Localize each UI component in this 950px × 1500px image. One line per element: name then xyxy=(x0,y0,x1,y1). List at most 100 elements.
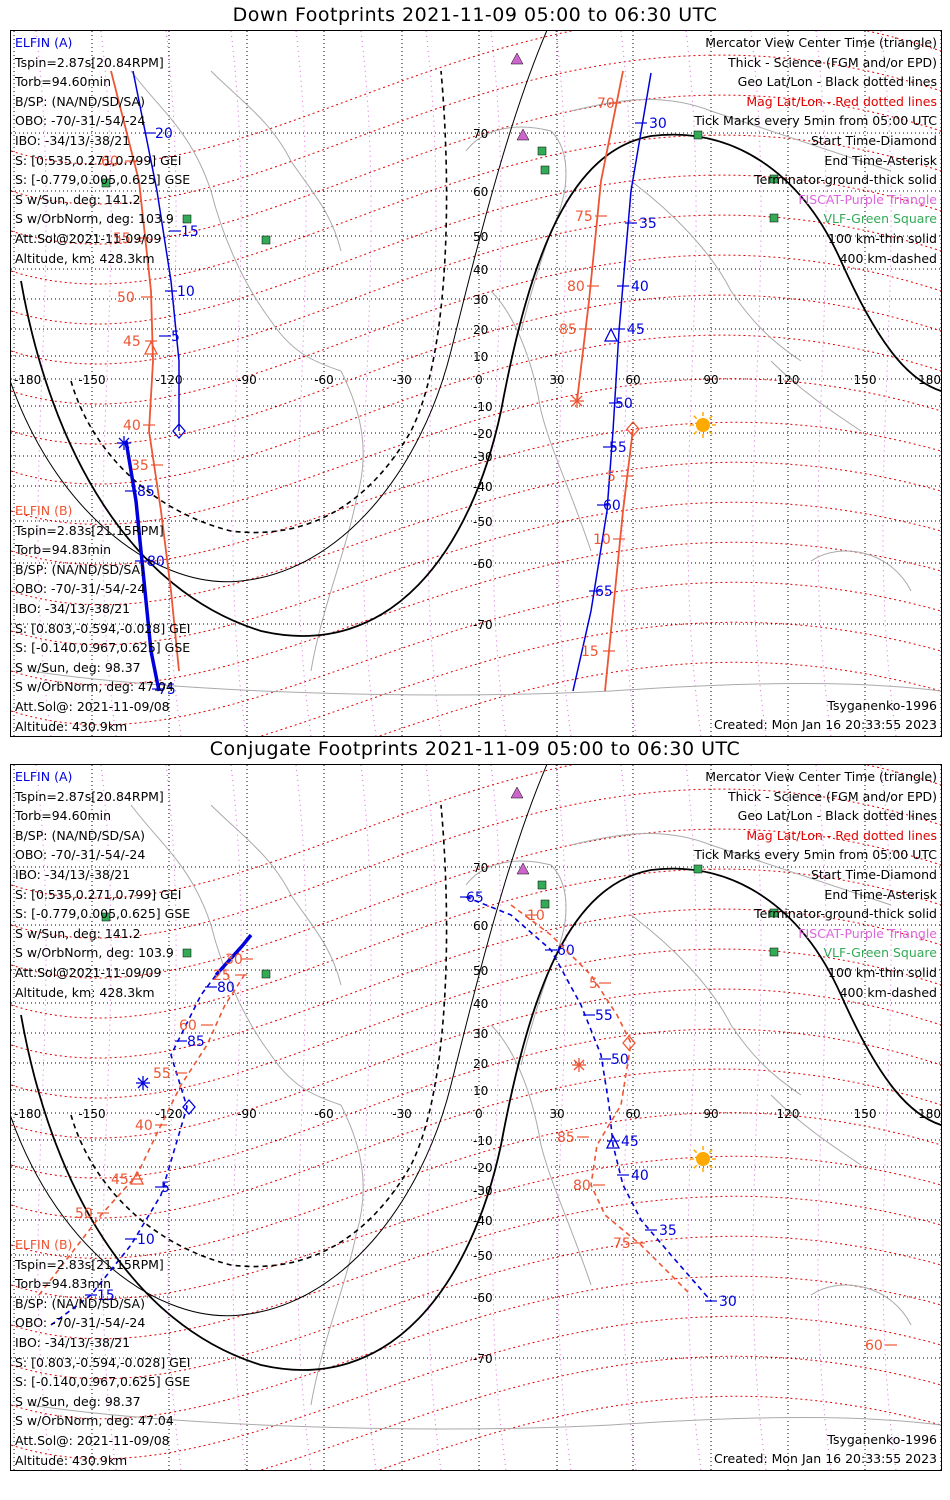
elfin-a-tick-label: 10 xyxy=(137,1232,155,1248)
legend-item: 400 km-dashed xyxy=(839,984,937,1000)
model-label: Tsyganenko-1996 xyxy=(827,1432,937,1447)
lon-tick-label: -120 xyxy=(155,1107,182,1121)
mag-lat-line xyxy=(11,421,941,566)
elfin-a-tick-label: 10 xyxy=(177,284,195,300)
info-line: Tspin=2.87s[20.84RPM] xyxy=(15,788,164,804)
fiscat-triangle xyxy=(516,128,530,141)
coastline xyxy=(570,833,892,906)
elfin-b-tick-label: 60 xyxy=(101,154,119,170)
legend-item: Mercator View Center Time (triangle) xyxy=(705,35,937,50)
mag-lon-line xyxy=(685,31,702,736)
elfin-b-info: ELFIN (B) Tspin=2.83s[21.15RPM] Torb=94.… xyxy=(15,501,190,736)
info-line: Tspin=2.83s[21.15RPM] xyxy=(15,1256,164,1272)
info-line: OBO: -70/-31/-54/-24 xyxy=(15,1315,146,1331)
elfin-a-tick-label: 55 xyxy=(595,1008,613,1024)
info-line: B/SP: (NA/ND/SD/SA) xyxy=(15,1295,145,1311)
lon-tick-label: -90 xyxy=(237,373,257,387)
info-line: S: [0.535,0.271,0.799] GEI xyxy=(15,886,182,902)
lat-tick-label: 30 xyxy=(473,1027,488,1041)
lat-tick-label: -10 xyxy=(473,400,493,414)
mag-lat-line xyxy=(11,174,941,325)
mag-lon-line xyxy=(620,31,637,736)
vlf-station-square xyxy=(769,213,779,223)
mag-lon-line xyxy=(230,31,247,736)
elfin-a-tick-label: 65 xyxy=(466,890,484,906)
coastline xyxy=(810,1284,912,1326)
legend-item: 100 km-thin solid xyxy=(828,230,937,246)
center-time-triangle xyxy=(603,327,619,342)
mag-lat-line xyxy=(11,254,941,405)
lon-tick-label: 120 xyxy=(777,1107,800,1121)
legend-item: End Time-Asterisk xyxy=(824,152,937,168)
legend-item: Start Time-Diamond xyxy=(810,132,937,148)
elfin-b-track xyxy=(576,70,624,402)
terminator-line xyxy=(20,867,941,1371)
lon-tick-label: 30 xyxy=(549,373,564,387)
elfin-a-tick-label: 55 xyxy=(609,440,627,456)
elfin-a-tick-label: 85 xyxy=(187,1034,205,1050)
info-line: IBO: -34/13/-38/21 xyxy=(15,600,131,616)
lon-tick-label: -150 xyxy=(78,1107,105,1121)
elfin-b-tick-label: 40 xyxy=(135,1118,153,1134)
elfin-b-tick-label: 30 xyxy=(225,952,243,968)
mag-lat-line xyxy=(11,1068,941,1219)
mag-lon-line xyxy=(295,765,312,1470)
info-line: Altitude: 430.9km xyxy=(15,718,128,734)
elfin-b-track xyxy=(110,70,180,672)
elfin-a-science-track xyxy=(214,933,253,977)
mag-lon-line xyxy=(165,765,182,1470)
elfin-a-tick-label: 5 xyxy=(171,329,180,345)
coastline xyxy=(210,70,342,252)
elfin-b-tick-label: 5 xyxy=(607,469,616,485)
coastline xyxy=(570,99,892,172)
sun-ray xyxy=(693,1164,698,1169)
elfin-a-info: ELFIN (A) Tspin=2.87s[20.84RPM] Torb=94.… xyxy=(15,33,190,268)
lat-tick-label: -50 xyxy=(473,515,493,529)
mag-lon-line xyxy=(750,31,767,736)
mag-lon-line xyxy=(555,31,572,736)
info-line: S: [-0.140,0.967,0.625] GSE xyxy=(15,1374,191,1390)
info-line: IBO: -34/13/-38/21 xyxy=(15,866,131,882)
coastline xyxy=(310,1104,364,1406)
mag-lat-line xyxy=(11,1315,941,1460)
lon-tick-label: -120 xyxy=(155,373,182,387)
elfin-a-tick-label: 35 xyxy=(639,216,657,232)
info-line: Torb=94.60min xyxy=(15,74,112,90)
elfin-b-label: ELFIN (B) xyxy=(15,1237,73,1252)
elfin-b-tick-label: 45 xyxy=(123,334,141,350)
elfin-b-tick-label: 25 xyxy=(213,968,231,984)
conjugate-footprints-map: -180 -150 -120 -90 -60 -30 0 30 60 90 120 150 180 70 6… xyxy=(11,765,941,1470)
mag-lon-line xyxy=(35,765,52,1470)
elfin-b-tick-label: 60 xyxy=(179,1018,197,1034)
mag-lat-line xyxy=(11,1155,941,1300)
mag-lon-line xyxy=(815,31,832,736)
sun-ray xyxy=(708,1149,713,1154)
info-line: IBO: -34/13/-38/21 xyxy=(15,132,131,148)
info-line: OBO: -70/-31/-54/-24 xyxy=(15,581,146,597)
info-line: S w/Sun, deg: 98.37 xyxy=(15,659,141,675)
coastline xyxy=(490,290,592,552)
lon-tick-label: -60 xyxy=(314,1107,334,1121)
vlf-station-square xyxy=(769,908,779,918)
coastline xyxy=(130,70,342,372)
mag-lat-line xyxy=(11,1028,941,1179)
lon-tick-label: -30 xyxy=(392,1107,412,1121)
lat-tick-label: -20 xyxy=(473,427,493,441)
elfin-b-tick-label: 45 xyxy=(111,1172,129,1188)
mag-lat-line xyxy=(11,501,941,646)
mag-lon-line xyxy=(490,31,507,736)
mag-lat-line xyxy=(11,541,941,686)
lat-tick-label: 30 xyxy=(473,293,488,307)
coastline xyxy=(465,860,567,1066)
lat-tick-label: 10 xyxy=(473,1084,488,1098)
info-line: Torb=94.83min xyxy=(15,542,112,558)
elfin-b-tick-label: 75 xyxy=(575,209,593,225)
info-line: S: [-0.779,0.005,0.625] GSE xyxy=(15,172,191,188)
lon-tick-label: -90 xyxy=(237,1107,257,1121)
info-line: B/SP: (NA/ND/SD/SA) xyxy=(15,561,145,577)
mag-lat-line xyxy=(259,621,941,736)
vlf-station-square xyxy=(769,174,779,184)
coastline xyxy=(210,804,342,986)
elfin-a-tick-label: 35 xyxy=(659,1223,677,1239)
lon-tick-label: -180 xyxy=(14,373,41,387)
